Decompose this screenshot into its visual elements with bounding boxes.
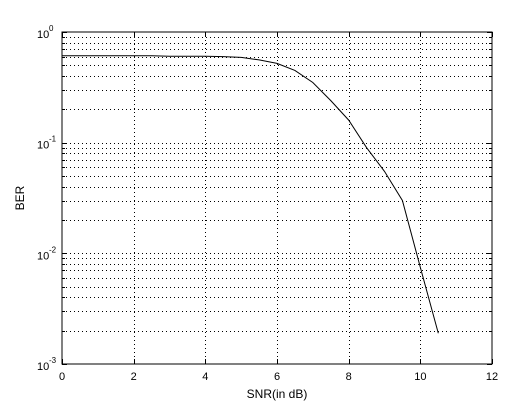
y-tick-label-base: 10 — [37, 250, 49, 262]
plot-area — [62, 32, 492, 364]
y-tick-label-base: 10 — [37, 361, 49, 373]
axis-ticks — [62, 32, 493, 365]
y-tick-label: 10-3 — [37, 356, 57, 373]
data-series — [62, 55, 439, 334]
x-tick-labels: 0 2 4 6 8 10 12 — [59, 371, 498, 383]
ber-curve — [62, 55, 439, 334]
grid-lines — [62, 32, 492, 364]
x-axis-label: SNR(in dB) — [247, 387, 308, 401]
y-tick-label-base: 10 — [37, 29, 49, 41]
x-tick-label: 8 — [346, 371, 352, 383]
y-tick-label: 100 — [37, 24, 54, 41]
y-tick-label-exponent: 0 — [49, 24, 54, 33]
y-tick-label-exponent: -1 — [49, 135, 57, 144]
y-tick-label-base: 10 — [37, 140, 49, 152]
x-tick-label: 12 — [486, 371, 498, 383]
x-tick-label: 4 — [202, 371, 208, 383]
x-tick-label: 10 — [414, 371, 426, 383]
x-tick-label: 2 — [131, 371, 137, 383]
y-axis-label: BER — [13, 185, 27, 210]
x-tick-label: 0 — [59, 371, 65, 383]
x-tick-label: 6 — [274, 371, 280, 383]
y-tick-label: 10-1 — [37, 135, 57, 152]
y-tick-label: 10-2 — [37, 245, 57, 262]
y-tick-label-exponent: -3 — [49, 356, 57, 365]
y-tick-label-exponent: -2 — [49, 245, 57, 254]
